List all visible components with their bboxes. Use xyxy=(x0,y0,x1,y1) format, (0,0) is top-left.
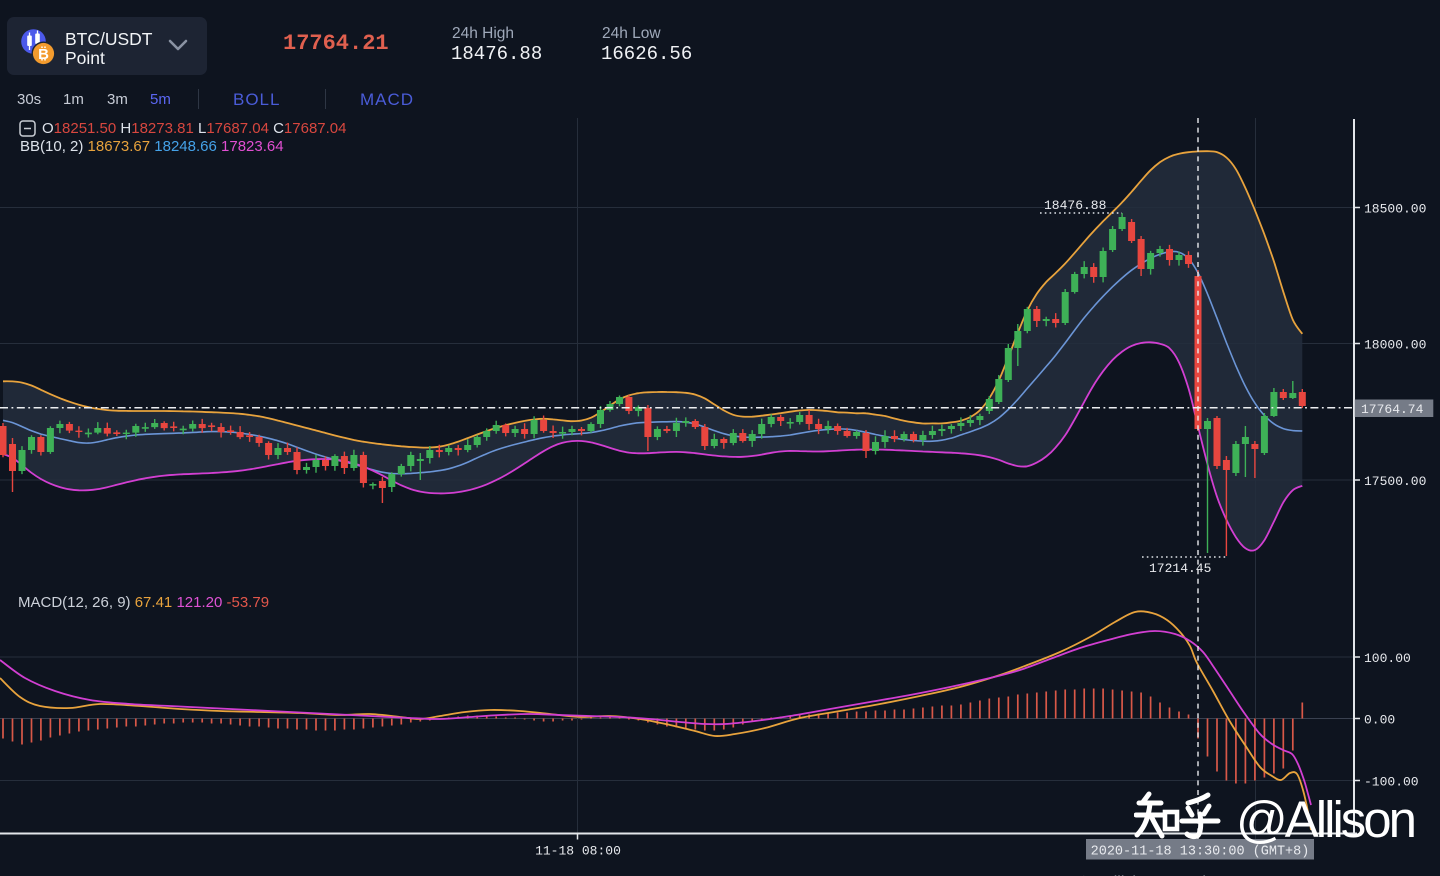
svg-text:@Allison: @Allison xyxy=(1236,791,1415,848)
svg-text:18500.00: 18500.00 xyxy=(1364,202,1426,217)
svg-text:18000.00: 18000.00 xyxy=(1364,338,1426,353)
svg-text:MXT ® Bullish Camp Th: MXT ® Bullish Camp Th xyxy=(1040,874,1211,876)
svg-text:-100.00: -100.00 xyxy=(1364,775,1419,790)
svg-text:0.00: 0.00 xyxy=(1364,713,1395,728)
svg-text:100.00: 100.00 xyxy=(1364,651,1411,666)
svg-text:11-18 08:00: 11-18 08:00 xyxy=(535,844,621,859)
svg-text:17764.74: 17764.74 xyxy=(1361,402,1424,417)
svg-text:B: B xyxy=(38,46,49,63)
svg-text:17500.00: 17500.00 xyxy=(1364,474,1426,489)
svg-text:18476.88: 18476.88 xyxy=(1044,198,1106,213)
svg-text:2020-11-18 13:30:00 (GMT+8): 2020-11-18 13:30:00 (GMT+8) xyxy=(1091,844,1310,859)
svg-text:17214.45: 17214.45 xyxy=(1149,561,1211,576)
